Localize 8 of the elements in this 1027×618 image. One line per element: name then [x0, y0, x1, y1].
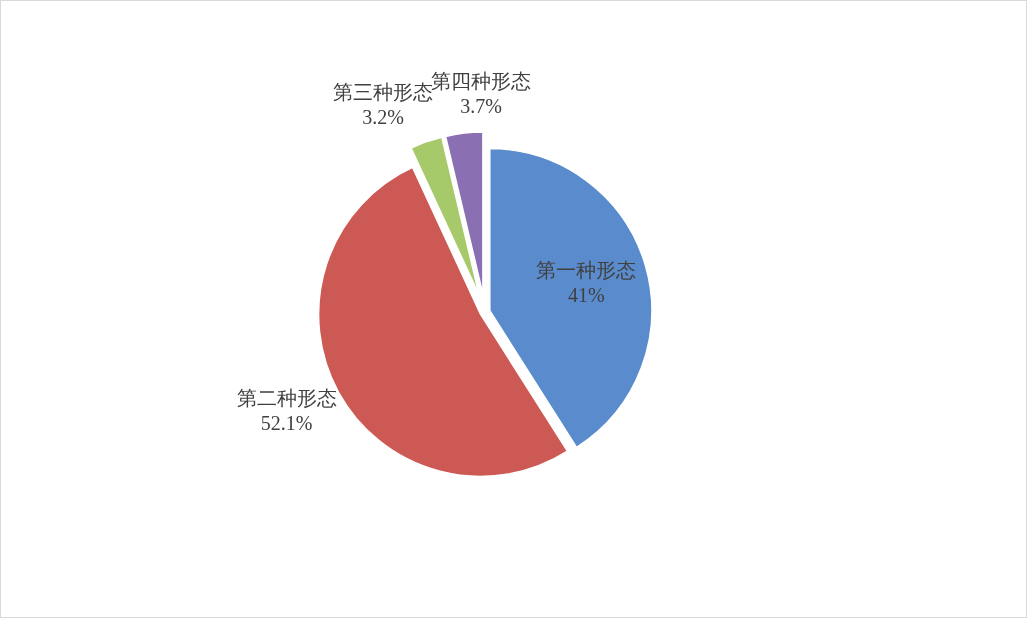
- slice-label: 第一种形态: [536, 258, 637, 281]
- slice-label: 第三种形态: [333, 81, 434, 104]
- data-label: 3.2%: [362, 106, 404, 129]
- slice-label: 第二种形态: [236, 386, 337, 409]
- slice-label: 第四种形态: [431, 70, 532, 93]
- data-label: 3.7%: [460, 95, 502, 118]
- data-label: 41%: [567, 283, 605, 306]
- data-label: 52.1%: [260, 411, 313, 434]
